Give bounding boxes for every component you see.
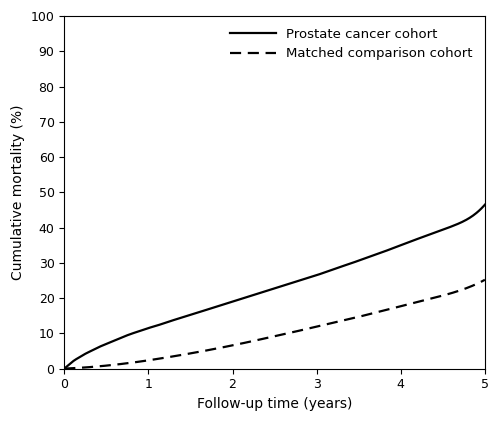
Matched comparison cohort: [406, 302, 412, 307]
Prostate cancer cohort: [312, 273, 318, 279]
Matched comparison cohort: [264, 335, 270, 341]
Matched comparison cohort: [62, 366, 68, 371]
Matched comparison cohort: [289, 330, 295, 335]
X-axis label: Follow-up time (years): Follow-up time (years): [197, 397, 352, 411]
Matched comparison cohort: [482, 277, 488, 282]
Prostate cancer cohort: [406, 240, 412, 245]
Prostate cancer cohort: [264, 288, 270, 293]
Line: Matched comparison cohort: Matched comparison cohort: [64, 280, 485, 368]
Prostate cancer cohort: [261, 289, 267, 294]
Matched comparison cohort: [261, 336, 267, 341]
Prostate cancer cohort: [62, 366, 68, 371]
Legend: Prostate cancer cohort, Matched comparison cohort: Prostate cancer cohort, Matched comparis…: [224, 22, 478, 65]
Line: Prostate cancer cohort: Prostate cancer cohort: [64, 205, 485, 368]
Y-axis label: Cumulative mortality (%): Cumulative mortality (%): [11, 105, 25, 280]
Prostate cancer cohort: [289, 281, 295, 286]
Prostate cancer cohort: [482, 202, 488, 207]
Prostate cancer cohort: [472, 212, 478, 217]
Matched comparison cohort: [312, 325, 318, 330]
Matched comparison cohort: [472, 282, 478, 287]
